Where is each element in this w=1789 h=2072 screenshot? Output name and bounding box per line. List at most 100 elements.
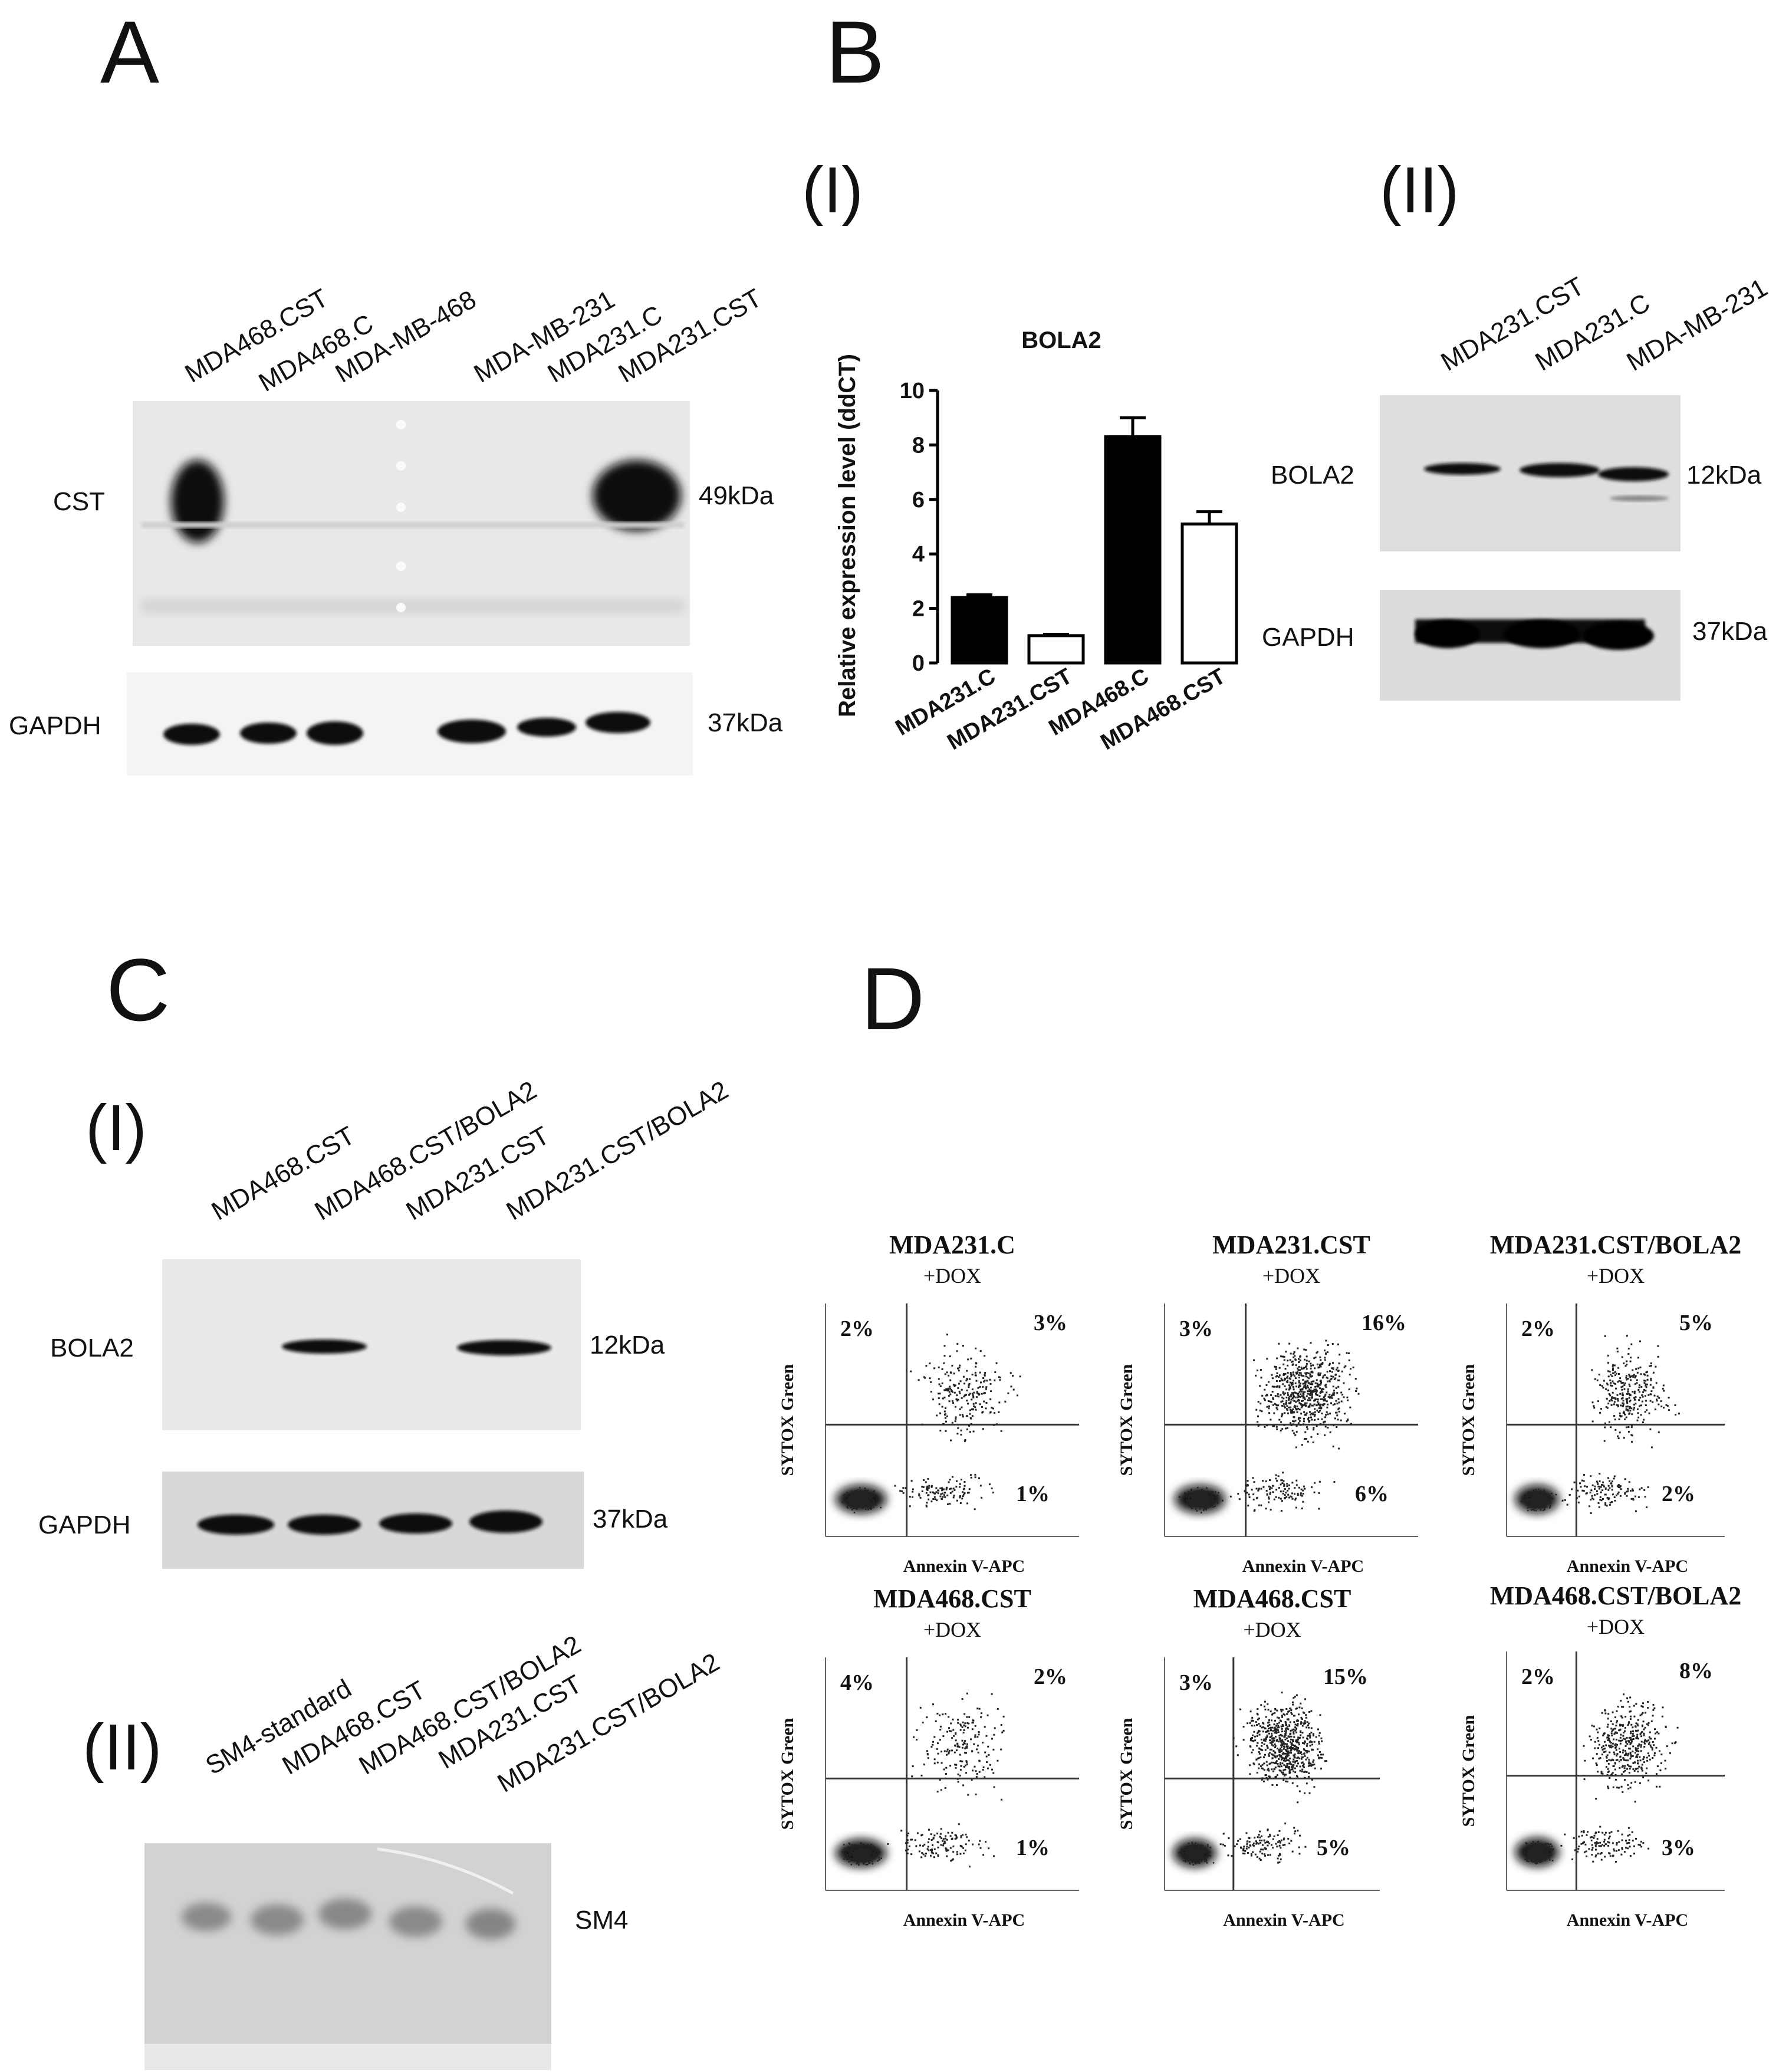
flow-y-label: SYTOX Green — [778, 1364, 797, 1476]
flow-plot: MDA468.CST +DOX 4% 2% 1% Annexin V-APC SYTOX G… — [778, 1584, 1079, 1930]
flow-plot-title: MDA231.CST — [1212, 1230, 1370, 1259]
quadrant-ul-percent: 2% — [840, 1316, 874, 1341]
flow-plot: MDA231.C +DOX 2% 3% 1% Annexin V-APC SYTOX Gre… — [778, 1230, 1079, 1576]
panel-b: B (I) (II) BOLA2 Relative expression lev… — [802, 2, 1772, 755]
quadrant-lr-percent: 6% — [1355, 1482, 1389, 1506]
quadrant-ul-percent: 3% — [1179, 1316, 1213, 1341]
panel-letter-c: C — [106, 940, 170, 1039]
flow-x-label: Annexin V-APC — [1223, 1910, 1344, 1930]
flow-plot-treatment: +DOX — [923, 1618, 981, 1641]
bar — [1180, 522, 1238, 665]
flow-plot-title: MDA468.CST — [873, 1584, 1031, 1613]
chart-y-label: Relative expression level (ddCT) — [834, 354, 860, 717]
flow-y-label: SYTOX Green — [1117, 1364, 1136, 1476]
y-tick-label: 4 — [912, 542, 925, 567]
cst-blot — [133, 401, 690, 646]
panel-letter-a: A — [100, 2, 159, 101]
flow-plot-title: MDA468.CST/BOLA2 — [1490, 1581, 1742, 1610]
flow-plot: MDA468.CST/BOLA2 +DOX 2% 8% 3% Annexin V-APC S… — [1459, 1581, 1741, 1930]
flow-plot-treatment: +DOX — [923, 1264, 981, 1288]
flow-x-label: Annexin V-APC — [903, 1910, 1025, 1930]
bola2-c-size-label: 12kDa — [590, 1331, 665, 1360]
quadrant-lr-percent: 3% — [1662, 1835, 1695, 1860]
panel-letter-d: D — [861, 949, 925, 1048]
panel-c: C (I) MDA468.CST MDA468.CST/BOLA2 MDA231… — [38, 940, 733, 2070]
flow-y-label: SYTOX Green — [1459, 1715, 1478, 1827]
gapdh-c-size-label: 37kDa — [593, 1505, 668, 1534]
bola2-bar-chart: BOLA2 Relative expression level (ddCT) 0… — [834, 327, 1238, 755]
gapdh-blot-a — [127, 672, 693, 776]
panel-b-sub-ii: (II) — [1380, 154, 1459, 226]
quadrant-ur-percent: 5% — [1679, 1311, 1713, 1335]
sm4-gel — [144, 1843, 551, 2070]
panel-b-sub-i: (I) — [802, 154, 863, 226]
panel-b-lane-labels: MDA231.CST MDA231.C MDA-MB-231 — [1436, 272, 1772, 377]
flow-x-label: Annexin V-APC — [1567, 1557, 1688, 1576]
bola2-blot-b — [1380, 395, 1681, 551]
gapdh-blot-b — [1380, 590, 1681, 701]
flow-events — [1520, 1335, 1680, 1514]
quadrant-lr-percent: 1% — [1016, 1835, 1050, 1860]
quadrant-lr-percent: 1% — [1016, 1482, 1050, 1506]
chart-title: BOLA2 — [1021, 327, 1101, 353]
flow-events — [841, 1334, 1021, 1513]
flow-events — [841, 1692, 1005, 1868]
quadrant-ul-percent: 2% — [1521, 1316, 1555, 1341]
flow-plot-treatment: +DOX — [1587, 1264, 1645, 1288]
flow-y-label: SYTOX Green — [1459, 1364, 1478, 1476]
gapdh-a-size-label: 37kDa — [708, 708, 783, 737]
flow-y-label: SYTOX Green — [778, 1718, 797, 1830]
flow-plot-treatment: +DOX — [1243, 1618, 1301, 1641]
flow-plot-title: MDA468.CST — [1193, 1584, 1351, 1613]
y-tick-label: 0 — [912, 651, 925, 676]
flow-x-label: Annexin V-APC — [1567, 1910, 1688, 1930]
sm4-gel-label: SM4 — [575, 1906, 628, 1935]
quadrant-ul-percent: 2% — [1521, 1664, 1555, 1689]
gapdh-b-size-label: 37kDa — [1692, 617, 1768, 646]
bola2-blot-c — [162, 1259, 581, 1430]
panel-letter-b: B — [826, 2, 884, 101]
cst-size-label: 49kDa — [699, 481, 774, 510]
gapdh-blot-c-label: GAPDH — [38, 1511, 130, 1539]
quadrant-ur-percent: 16% — [1362, 1311, 1406, 1335]
bola2-blot-c-label: BOLA2 — [50, 1334, 134, 1362]
flow-events — [1179, 1339, 1360, 1513]
y-tick-label: 2 — [912, 597, 925, 622]
gapdh-blot-a-label: GAPDH — [9, 711, 101, 740]
quadrant-ul-percent: 4% — [840, 1670, 874, 1695]
y-tick-label: 10 — [900, 379, 925, 403]
panel-c-sub-i: (I) — [85, 1092, 147, 1164]
quadrant-lr-percent: 5% — [1317, 1835, 1350, 1860]
flow-population — [1515, 1335, 1680, 1514]
cst-blot-label: CST — [53, 487, 105, 516]
flow-plot-title: MDA231.CST/BOLA2 — [1490, 1230, 1742, 1259]
flow-plot-treatment: +DOX — [1587, 1615, 1645, 1638]
panel-c-lane-labels-i: MDA468.CST MDA468.CST/BOLA2 MDA231.CST M… — [207, 1075, 734, 1226]
panel-d: D MDA231.C +DOX 2% 3% 1% Annexin V-APC SYTOX G… — [778, 949, 1741, 1930]
bar — [1027, 634, 1085, 665]
bar — [951, 596, 1008, 665]
bola2-b-size-label: 12kDa — [1686, 461, 1762, 490]
flow-population — [1173, 1692, 1327, 1867]
y-tick-label: 8 — [912, 433, 925, 458]
flow-y-label: SYTOX Green — [1117, 1718, 1136, 1830]
quadrant-lr-percent: 2% — [1662, 1482, 1695, 1506]
quadrant-ur-percent: 2% — [1034, 1664, 1067, 1689]
flow-plot: MDA468.CST +DOX 3% 15% 5% Annexin V-APC SYTOX … — [1117, 1584, 1380, 1930]
flow-events — [1522, 1693, 1679, 1864]
flow-x-label: Annexin V-APC — [903, 1557, 1025, 1576]
flow-population — [836, 1692, 1005, 1868]
quadrant-ur-percent: 3% — [1034, 1311, 1067, 1335]
flow-events — [1178, 1692, 1327, 1866]
y-tick-label: 6 — [912, 488, 925, 513]
flow-plot: MDA231.CST +DOX 3% 16% 6% Annexin V-APC SYTOX … — [1117, 1230, 1418, 1576]
flow-plot: MDA231.CST/BOLA2 +DOX 2% 5% 2% Annexin V-APC S… — [1459, 1230, 1741, 1576]
flow-x-label: Annexin V-APC — [1242, 1557, 1364, 1576]
lane-label: MDA-MB-231 — [1622, 273, 1772, 377]
quadrant-ur-percent: 8% — [1679, 1659, 1713, 1683]
gapdh-blot-c — [162, 1472, 584, 1569]
flow-population — [836, 1334, 1021, 1513]
bar — [1104, 435, 1162, 665]
bola2-blot-b-label: BOLA2 — [1271, 461, 1354, 490]
flow-population — [1175, 1339, 1360, 1513]
